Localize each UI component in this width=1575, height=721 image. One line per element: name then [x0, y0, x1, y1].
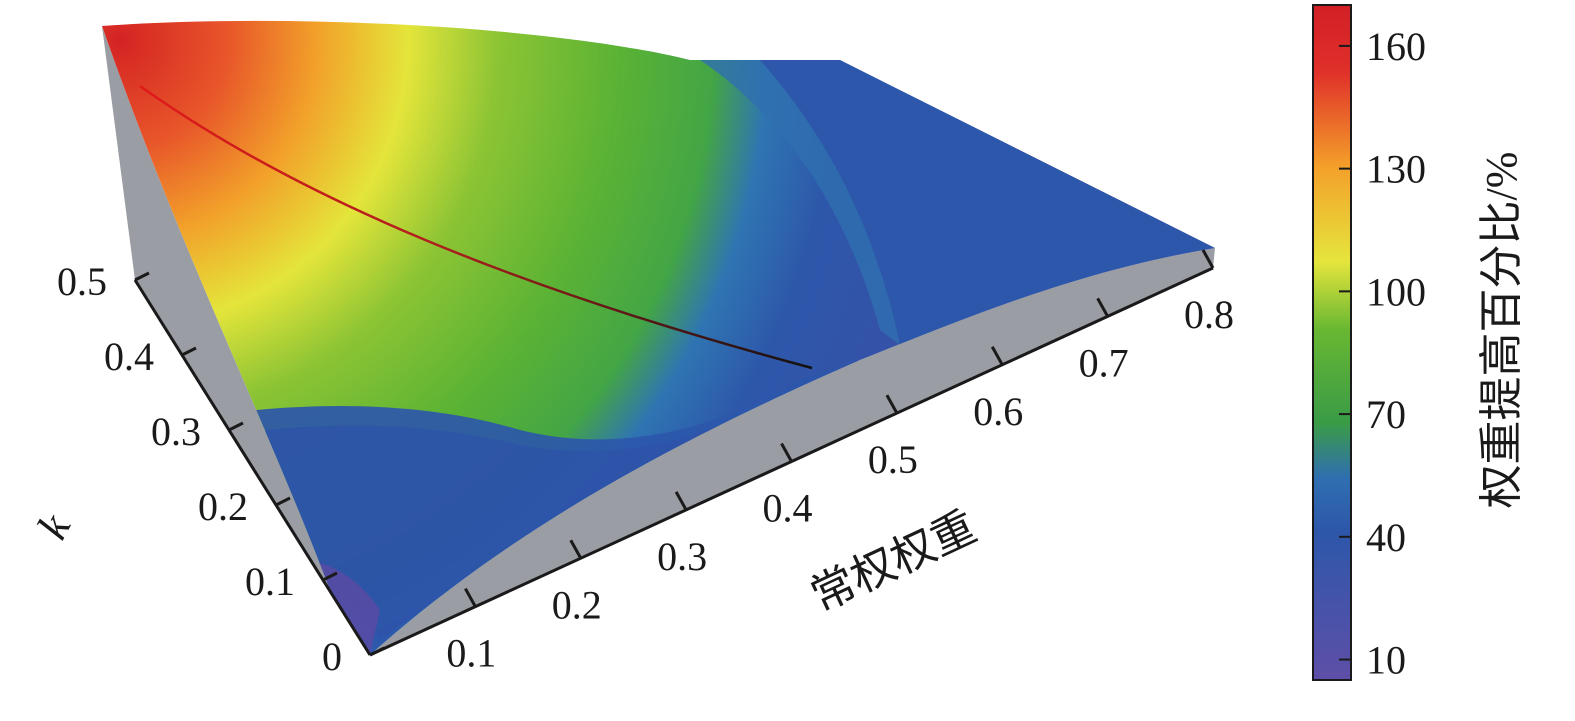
k-tick-label: 0.2 [198, 484, 248, 529]
k-tick-label: 0 [322, 634, 342, 679]
weight-tick-label: 0.2 [552, 582, 602, 627]
weight-axis-ticks: 0.1 0.2 0.3 0.4 0.5 0.6 0.7 0.8 [446, 249, 1234, 676]
ridge-line [139, 84, 813, 370]
k-tick-mark [181, 346, 197, 357]
k-tick-mark [228, 421, 244, 432]
colorbar-tick-label: 100 [1366, 269, 1426, 314]
weight-tick-mark [780, 442, 793, 463]
colorbar-tick-label: 130 [1366, 147, 1426, 192]
colorbar-tick-label: 40 [1366, 515, 1406, 560]
weight-tick-label: 0.8 [1184, 292, 1234, 337]
k-axis-title: k [28, 505, 81, 547]
weight-tick-label: 0.6 [973, 389, 1023, 434]
weight-tick-mark [674, 491, 688, 511]
weight-tick-label: 0.7 [1079, 340, 1129, 385]
k-tick-mark [134, 271, 150, 282]
weight-tick-mark [464, 587, 477, 608]
k-tick-label: 0.3 [151, 409, 201, 454]
surface-side-wall-right [370, 248, 1215, 655]
weight-tick-mark [885, 394, 899, 414]
colorbar-gradient [1312, 4, 1352, 681]
weight-tick-mark [990, 346, 1004, 366]
colorbar-tick-label: 10 [1366, 638, 1406, 683]
k-tick-mark [275, 496, 291, 507]
k-tick-mark [369, 646, 385, 657]
k-tick-label: 0.4 [104, 334, 154, 379]
weight-axis-title: 常权权重 [804, 502, 984, 621]
weight-tick-mark [569, 539, 583, 559]
colorbar-tick-label: 160 [1366, 24, 1426, 69]
colorbar-tick-label: 70 [1366, 392, 1406, 437]
colorbar-title: 权重提高百分比/% [1477, 152, 1526, 509]
weight-tick-label: 0.1 [446, 631, 496, 676]
k-tick-label: 0.1 [245, 559, 295, 604]
weight-tick-label: 0.5 [868, 437, 918, 482]
colorbar: 10 40 70 100 130 160 权重提高百分比/% [1312, 4, 1526, 683]
weight-tick-mark [1201, 249, 1215, 269]
weight-tick-label: 0.4 [763, 486, 813, 531]
k-tick-mark [322, 571, 338, 582]
k-axis-ticks: 0 0.1 0.2 0.3 0.4 0.5 [57, 259, 385, 679]
k-tick-label: 0.5 [57, 259, 107, 304]
weight-tick-mark [1096, 297, 1109, 318]
colorbar-ticks: 10 40 70 100 130 160 [1339, 24, 1426, 683]
k-axis [133, 279, 372, 656]
weight-tick-label: 0.3 [657, 534, 707, 579]
